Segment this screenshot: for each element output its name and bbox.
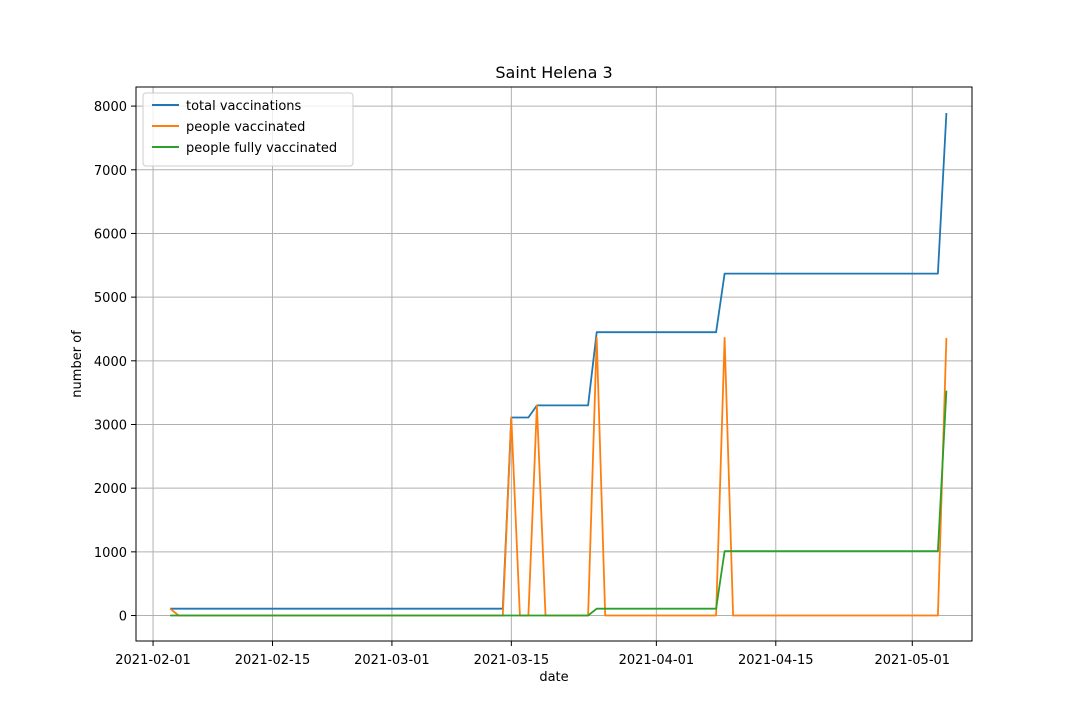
- y-tick-label: 3000: [94, 418, 127, 433]
- x-tick-label: 2021-04-01: [619, 653, 695, 668]
- legend: total vaccinations people vaccinated peopl…: [142, 92, 354, 167]
- y-tick-label: 7000: [94, 164, 127, 179]
- legend-label-total-vaccinations: total vaccinations: [186, 99, 302, 114]
- legend-box: [142, 92, 354, 167]
- x-tick-label: 2021-02-15: [235, 653, 311, 668]
- y-tick-label: 1000: [94, 546, 127, 561]
- y-tick-label: 0: [119, 610, 127, 625]
- y-tick-label: 8000: [94, 100, 127, 115]
- series-line-people-fully-vaccinated: [170, 390, 948, 617]
- chart-title: Saint Helena 3: [495, 63, 612, 82]
- x-axis-ticks: 2021-02-01 2021-02-15 2021-03-01 2021-03-15…: [115, 641, 950, 668]
- y-tick-label: 5000: [94, 291, 127, 306]
- legend-label-people-vaccinated: people vaccinated: [186, 120, 305, 135]
- x-tick-label: 2021-05-01: [875, 653, 951, 668]
- y-tick-label: 6000: [94, 227, 127, 242]
- plot-frame: [135, 86, 973, 642]
- x-tick-label: 2021-03-01: [354, 653, 430, 668]
- x-tick-label: 2021-03-15: [474, 653, 550, 668]
- legend-label-people-fully-vaccinated: people fully vaccinated: [186, 141, 337, 156]
- x-tick-label: 2021-04-15: [738, 653, 814, 668]
- y-axis-title: number of: [70, 330, 85, 398]
- series-lines: [169, 113, 948, 617]
- y-tick-label: 4000: [94, 355, 127, 370]
- x-tick-label: 2021-02-01: [115, 653, 191, 668]
- y-tick-label: 2000: [94, 482, 127, 497]
- x-axis-title: date: [539, 670, 568, 685]
- y-axis-ticks: 0 1000 2000 3000 4000 5000 6000 7000 8000: [94, 100, 136, 625]
